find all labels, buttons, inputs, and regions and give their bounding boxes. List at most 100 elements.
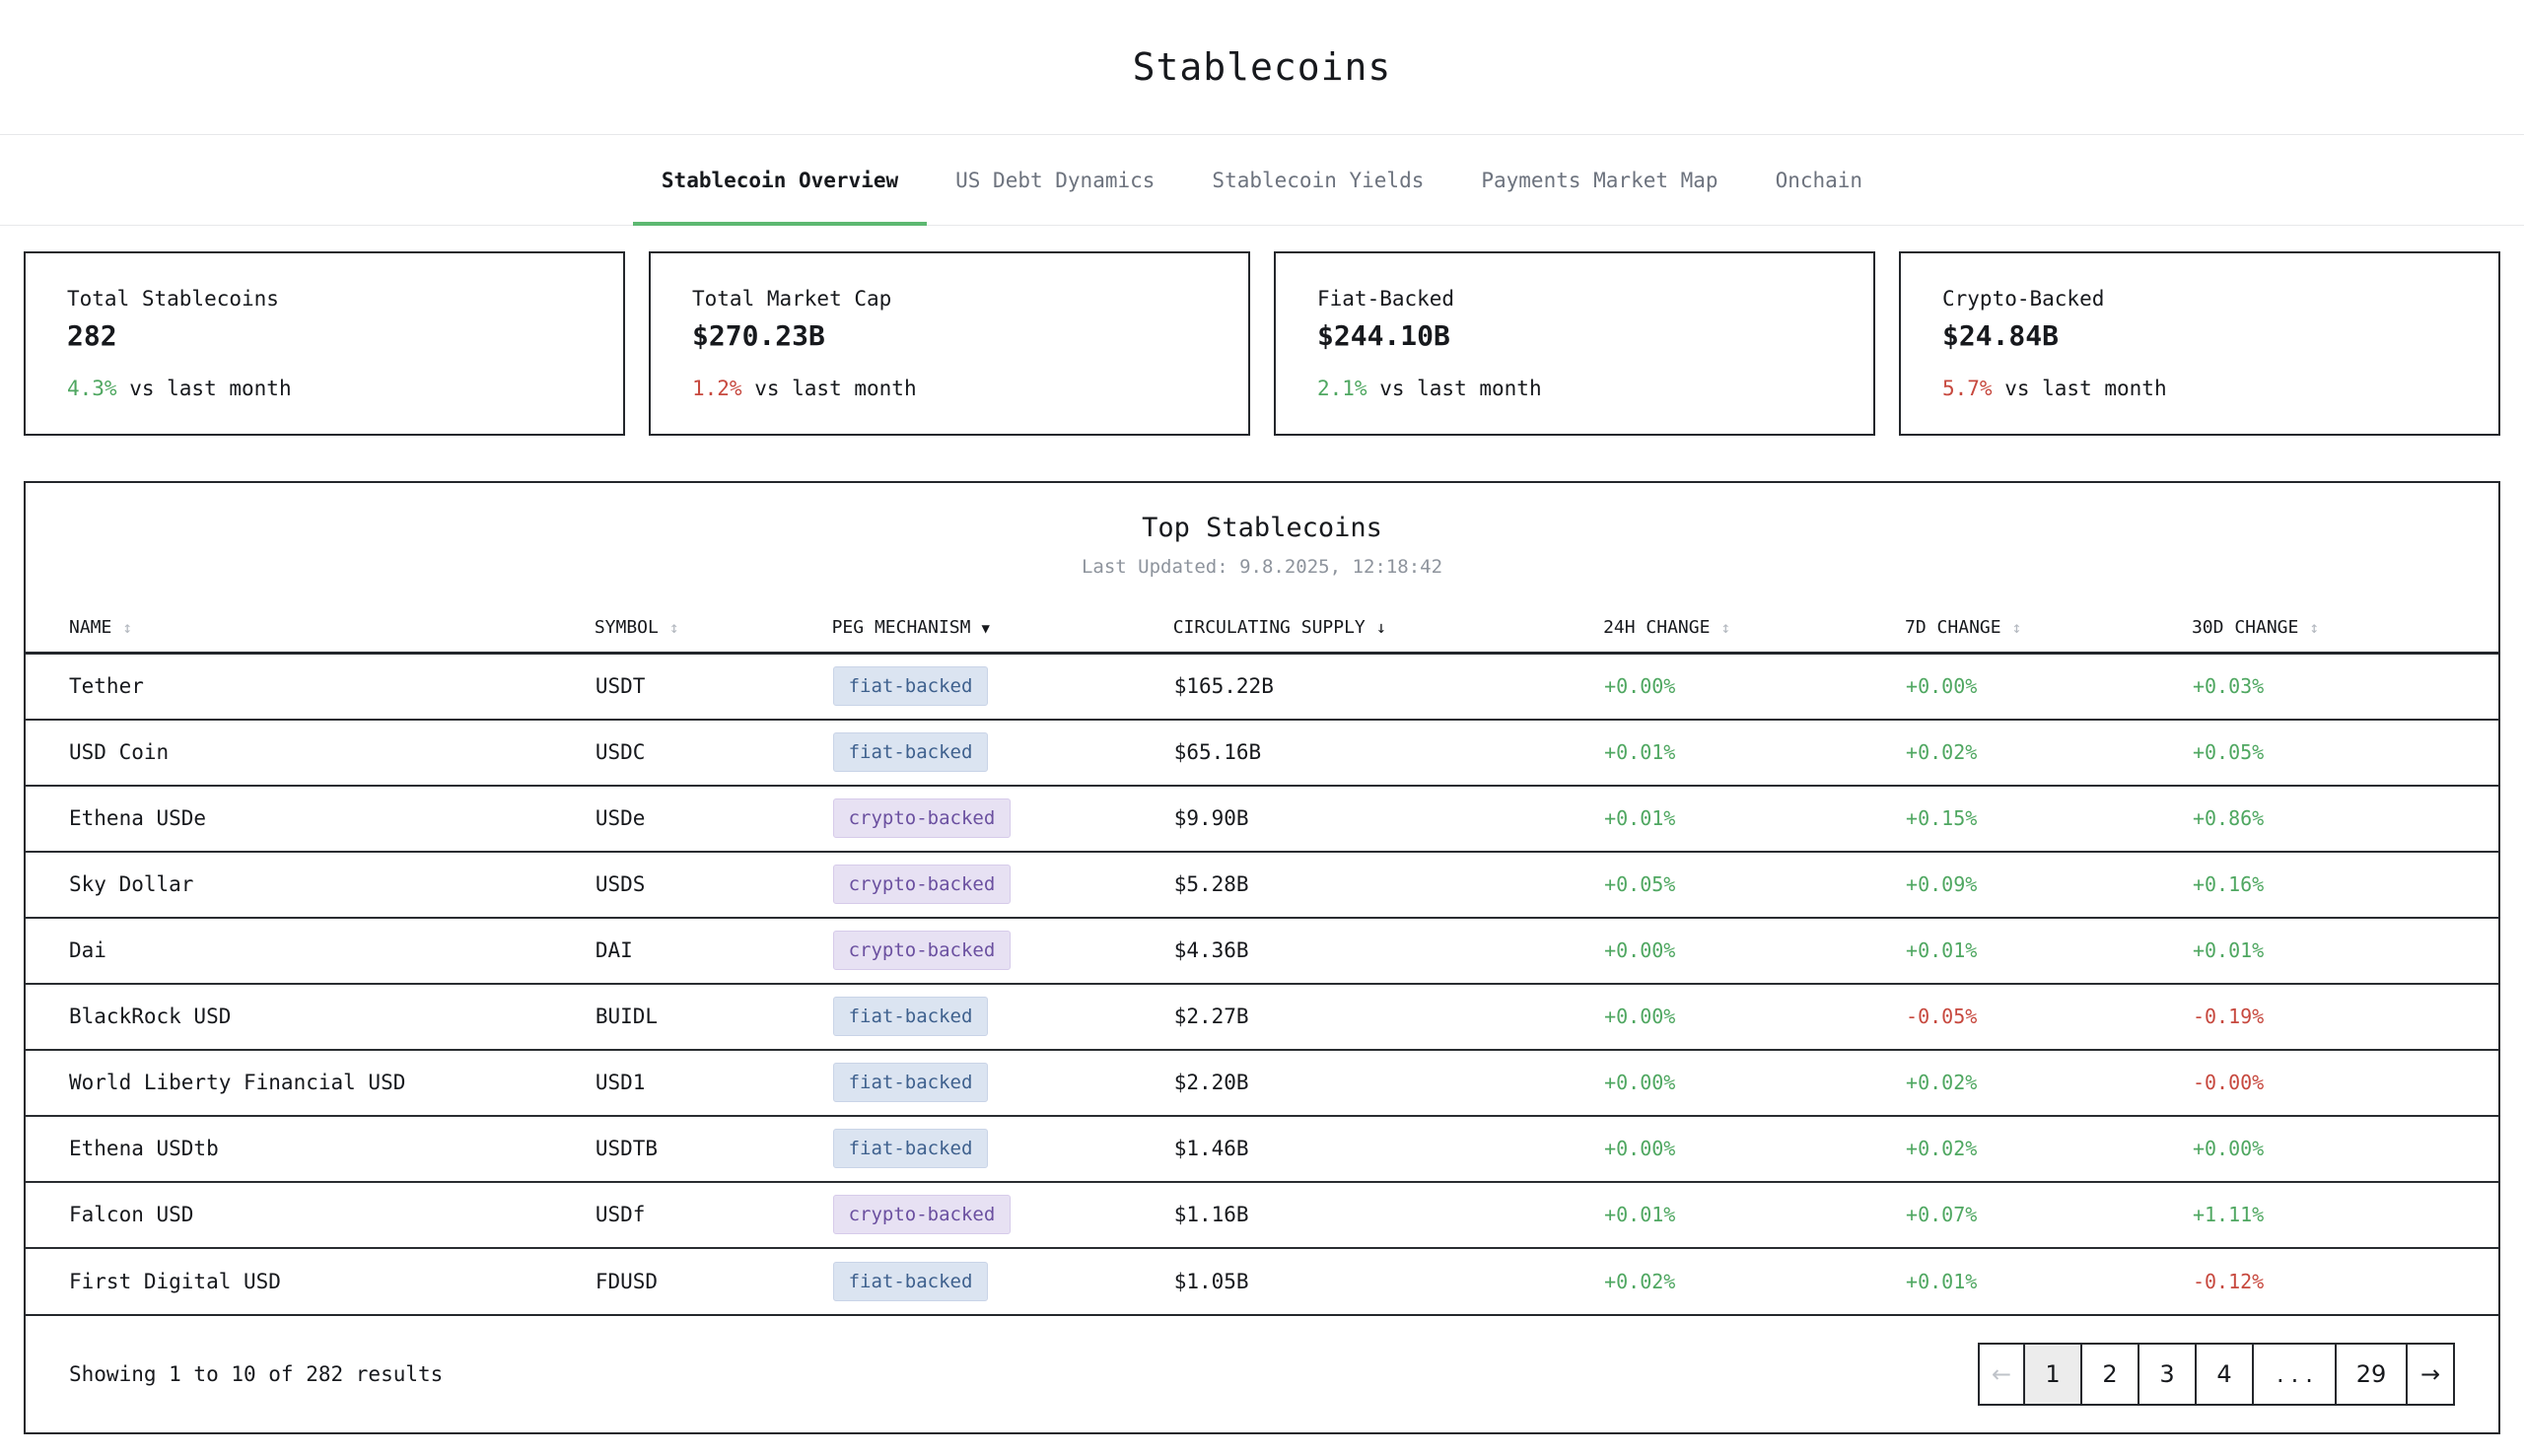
peg-badge: fiat-backed	[832, 1129, 989, 1168]
stat-delta-suffix: vs last month	[741, 377, 917, 400]
cell-peg-mechanism: fiat-backed	[831, 1246, 1173, 1314]
cell-circulating-supply: $65.16B	[1172, 718, 1604, 786]
sort-desc-icon: ↓	[1375, 618, 1387, 638]
table-row: Ethena USDtb USDTB fiat-backed $1.46B +0…	[26, 1114, 2498, 1182]
page-2-button[interactable]: 2	[2082, 1342, 2139, 1406]
cell-peg-mechanism: fiat-backed	[832, 654, 1173, 720]
cell-circulating-supply: $165.22B	[1173, 674, 1274, 699]
column-header-symbol[interactable]: SYMBOL ↕	[594, 601, 832, 655]
cell-7d-change: +0.02%	[1905, 718, 2192, 786]
stat-card: Total Stablecoins 282 4.3% vs last month	[24, 251, 625, 436]
table-row: Ethena USDe USDe crypto-backed $9.90B +0…	[26, 784, 2498, 852]
column-header-24h-change[interactable]: 24H CHANGE ↕	[1603, 601, 1906, 655]
next-page-button[interactable]: →	[2408, 1342, 2455, 1406]
cell-symbol: USDTB	[594, 1114, 832, 1182]
results-summary: Showing 1 to 10 of 282 results	[69, 1361, 444, 1386]
table-row: BlackRock USD BUIDL fiat-backed $2.27B +…	[26, 982, 2498, 1050]
stat-value: $270.23B	[692, 319, 825, 352]
cell-7d-change: +0.02%	[1905, 1048, 2192, 1116]
column-header-name[interactable]: NAME ↕	[26, 601, 595, 655]
tab-payments-market-map[interactable]: Payments Market Map	[1452, 135, 1746, 225]
stablecoins-table: NAME ↕ SYMBOL ↕ PEG MECHANISM ▼ CIRCULATING…	[26, 601, 2498, 1314]
column-label: 30D CHANGE	[2191, 617, 2299, 638]
page-header: Stablecoins	[0, 0, 2524, 135]
cell-name: World Liberty Financial USD	[26, 1048, 595, 1116]
cell-symbol: USDT	[595, 674, 646, 699]
column-header-30d-change[interactable]: 30D CHANGE ↕	[2191, 601, 2498, 655]
page-3-button[interactable]: 3	[2139, 1342, 2197, 1406]
tab-stablecoin-overview[interactable]: Stablecoin Overview	[632, 135, 928, 226]
sort-both-icon: ↕	[2011, 618, 2022, 637]
table-row: Tether USDT fiat-backed $165.22B +0.00% …	[26, 654, 2498, 720]
cell-circulating-supply: $1.05B	[1172, 1246, 1604, 1314]
column-label: NAME	[69, 617, 112, 638]
stat-value: 282	[67, 319, 117, 352]
table-body: Tether USDT fiat-backed $165.22B +0.00% …	[26, 654, 2498, 1314]
cell-30d-change: +0.16%	[2191, 850, 2498, 918]
cell-peg-mechanism: crypto-backed	[831, 850, 1173, 918]
cell-30d-change: +0.86%	[2191, 784, 2498, 852]
sort-both-icon: ↕	[1720, 618, 1731, 637]
cell-name: Falcon USD	[26, 1180, 595, 1248]
sort-both-icon: ↕	[668, 618, 679, 637]
tab-onchain[interactable]: Onchain	[1747, 135, 1892, 225]
tab-bar: Stablecoin Overview US Debt Dynamics Sta…	[0, 135, 2524, 226]
page-4-button[interactable]: 4	[2197, 1342, 2254, 1406]
stat-card: Crypto-Backed $24.84B 5.7% vs last month	[1899, 251, 2500, 436]
cell-symbol: BUIDL	[594, 982, 832, 1050]
table-row: Sky Dollar USDS crypto-backed $5.28B +0.…	[26, 850, 2498, 918]
stablecoins-table-section: Top Stablecoins Last Updated: 9.8.2025, …	[24, 481, 2500, 1434]
tab-label: Stablecoin Overview	[661, 168, 899, 192]
peg-badge: fiat-backed	[832, 1063, 989, 1102]
page-29-button[interactable]: 29	[2337, 1342, 2408, 1406]
cell-name: Ethena USDe	[26, 784, 595, 852]
table-last-updated: Last Updated: 9.8.2025, 12:18:42	[1081, 556, 1443, 578]
cell-7d-change: +0.15%	[1905, 784, 2192, 852]
stat-card: Total Market Cap $270.23B 1.2% vs last m…	[649, 251, 1250, 436]
cell-24h-change: +0.01%	[1603, 718, 1906, 786]
cell-7d-change: -0.05%	[1905, 982, 2192, 1050]
stat-value: $244.10B	[1317, 319, 1450, 352]
stat-delta-percent: 4.3%	[67, 377, 117, 400]
column-header-circulating-supply[interactable]: CIRCULATING SUPPLY ↓	[1172, 601, 1604, 655]
sort-both-icon: ↕	[122, 618, 132, 637]
cell-24h-change: +0.01%	[1603, 784, 1906, 852]
column-label: 24H CHANGE	[1603, 617, 1711, 638]
cell-name: Tether	[69, 674, 144, 699]
cell-30d-change: +0.05%	[2191, 718, 2498, 786]
peg-badge: fiat-backed	[832, 1261, 989, 1301]
page-ellipsis[interactable]: ...	[2254, 1342, 2337, 1406]
cell-30d-change: +0.00%	[2191, 1114, 2498, 1182]
column-header-peg-mechanism[interactable]: PEG MECHANISM ▼	[831, 601, 1173, 655]
column-label: PEG MECHANISM	[831, 617, 971, 638]
table-row: Dai DAI crypto-backed $4.36B +0.00% +0.0…	[26, 916, 2498, 984]
cell-24h-change: +0.00%	[1603, 1048, 1906, 1116]
peg-badge: fiat-backed	[832, 997, 989, 1036]
page-1-button[interactable]: 1	[2025, 1342, 2082, 1406]
stat-label: Crypto-Backed	[1942, 287, 2105, 311]
sort-both-icon: ↕	[2309, 618, 2319, 637]
peg-badge: crypto-backed	[832, 865, 1012, 904]
cell-30d-change: +0.03%	[2192, 674, 2265, 699]
pagination-row: Showing 1 to 10 of 282 results ← 1 2 3 4…	[26, 1313, 2498, 1432]
cell-name: Ethena USDtb	[26, 1114, 595, 1182]
peg-badge: fiat-backed	[832, 732, 989, 772]
cell-24h-change: +0.02%	[1603, 1246, 1906, 1314]
tab-stablecoin-yields[interactable]: Stablecoin Yields	[1183, 135, 1452, 225]
column-header-7d-change[interactable]: 7D CHANGE ↕	[1905, 601, 2192, 655]
cell-circulating-supply: $1.16B	[1172, 1180, 1604, 1248]
stat-label: Total Market Cap	[692, 287, 892, 311]
cell-24h-change: +0.00%	[1603, 916, 1906, 984]
cell-circulating-supply: $5.28B	[1172, 850, 1604, 918]
cell-7d-change: +0.01%	[1905, 1246, 2192, 1314]
cell-name: Dai	[26, 916, 595, 984]
stat-delta-suffix: vs last month	[1367, 377, 1542, 400]
stat-cards: Total Stablecoins 282 4.3% vs last month…	[0, 226, 2524, 436]
cell-peg-mechanism: fiat-backed	[831, 1048, 1173, 1116]
cell-30d-change: +0.01%	[2191, 916, 2498, 984]
cell-circulating-supply: $1.46B	[1172, 1114, 1604, 1182]
cell-symbol: USD1	[594, 1048, 832, 1116]
tab-us-debt-dynamics[interactable]: US Debt Dynamics	[927, 135, 1183, 225]
prev-page-button[interactable]: ←	[1978, 1342, 2025, 1406]
tab-label: Onchain	[1775, 168, 1863, 192]
